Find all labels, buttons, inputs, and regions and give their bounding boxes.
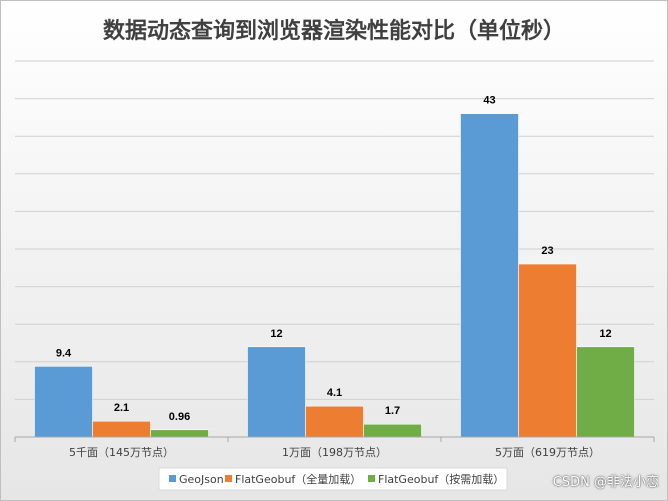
data-label: 43 — [483, 95, 495, 107]
legend-swatch — [368, 475, 375, 482]
watermark: CSDN @非法小恋 — [552, 475, 659, 490]
data-label: 12 — [270, 328, 282, 340]
data-label: 9.4 — [56, 347, 72, 359]
bar — [150, 429, 209, 438]
x-axis: 5千面（145万节点） 1万面（198万节点） 5万面（619万节点） — [14, 436, 655, 459]
chart-title: 数据动态查询到浏览器渲染性能对比（单位秒） — [103, 18, 565, 44]
bars: 9.4 12 43 2.1 4.1 23 0.96 1.7 12 — [34, 95, 635, 438]
bar — [92, 420, 151, 438]
bar — [576, 346, 635, 438]
bar — [305, 405, 364, 438]
data-label: 0.96 — [169, 411, 190, 423]
data-label: 2.1 — [114, 402, 129, 414]
data-label: 12 — [599, 328, 611, 340]
legend: GeoJson FlatGeobuf（全量加载） FlatGeobuf（按需加载） — [158, 467, 508, 491]
gridlines — [15, 60, 654, 400]
data-label: 1.7 — [385, 405, 400, 417]
x-tick-label: 5千面（145万节点） — [69, 446, 174, 459]
legend-swatch — [169, 475, 176, 482]
legend-label: GeoJson — [179, 473, 224, 486]
bar — [247, 346, 306, 438]
bar — [363, 423, 422, 438]
x-tick-label: 5万面（619万节点） — [495, 446, 600, 459]
legend-box — [158, 467, 508, 491]
legend-label: FlatGeobuf（按需加载） — [378, 472, 504, 486]
x-tick-label: 1万面（198万节点） — [282, 446, 387, 459]
data-label: 4.1 — [327, 387, 342, 399]
bar — [460, 113, 519, 438]
bar — [34, 366, 93, 438]
bar — [518, 263, 577, 438]
legend-swatch — [225, 475, 232, 482]
legend-label: FlatGeobuf（全量加载） — [235, 472, 361, 486]
data-label: 23 — [541, 245, 553, 257]
